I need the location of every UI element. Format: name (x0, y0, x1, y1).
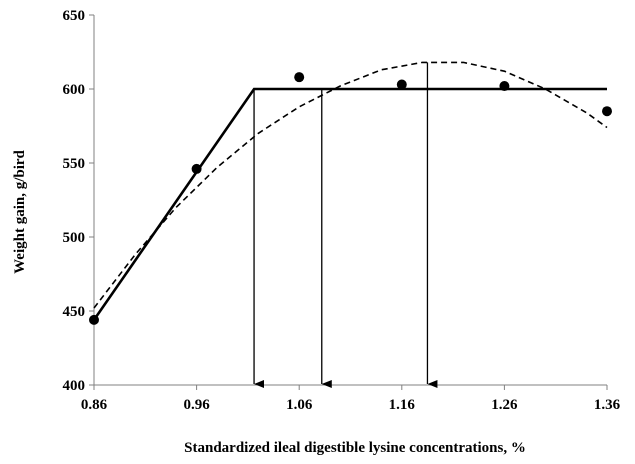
labels-layer: 400 450 500 550 600 650 0.86 0.96 1.06 1.16 1.26 1.… (63, 8, 621, 413)
x-tick-label: 0.86 (81, 397, 108, 413)
x-tick-label: 1.06 (286, 397, 313, 413)
broken-line-fit (92, 87, 607, 321)
y-tick-label: 400 (63, 378, 86, 394)
x-tick-label: 1.36 (594, 397, 621, 413)
quadratic-fit-line (93, 61, 608, 309)
y-tick-label: 550 (63, 156, 86, 172)
x-tick-label: 1.26 (491, 397, 518, 413)
data-point (602, 106, 612, 117)
x-tick-label: 1.16 (389, 397, 416, 413)
y-tick-label: 450 (63, 304, 86, 320)
y-tick-label: 600 (63, 82, 86, 98)
y-axis-title: Weight gain, g/bird (12, 149, 28, 273)
x-tick-label: 0.96 (183, 397, 210, 413)
data-point (499, 81, 510, 92)
axes-layer (89, 14, 608, 390)
data-point (294, 72, 305, 83)
marks-layer (89, 61, 612, 388)
data-point (396, 79, 407, 90)
data-point (191, 163, 202, 174)
y-tick-label: 500 (63, 230, 86, 246)
y-tick-label: 650 (63, 8, 86, 24)
data-point (89, 314, 99, 325)
x-axis-title: Standardized ileal digestible lysine con… (184, 440, 526, 456)
